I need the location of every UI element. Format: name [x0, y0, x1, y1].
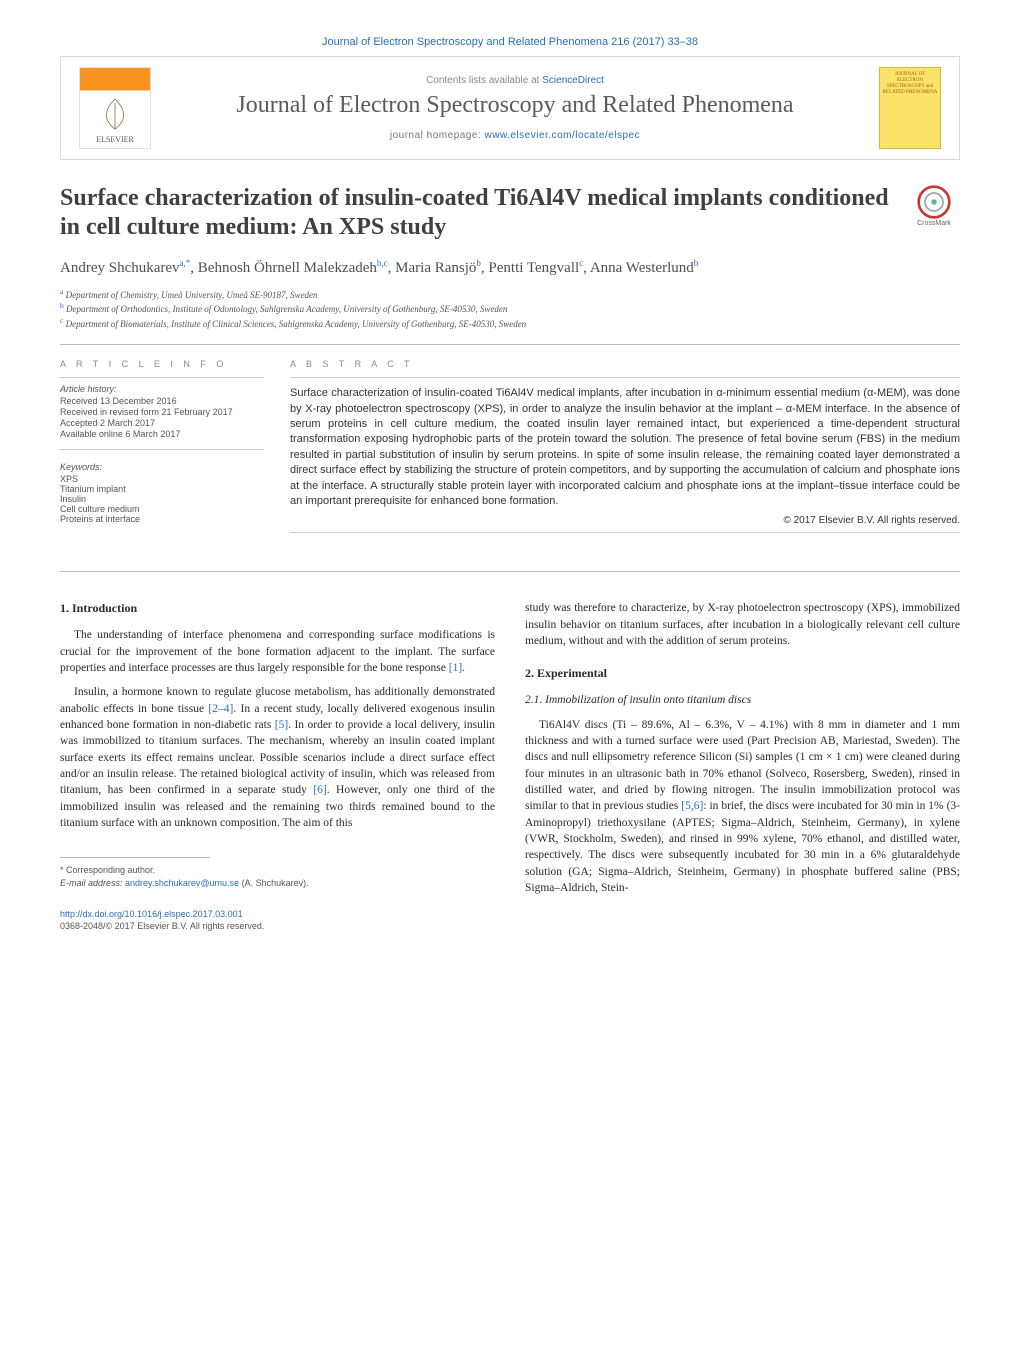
- history-line: Available online 6 March 2017: [60, 429, 264, 439]
- keyword: Proteins at interface: [60, 514, 264, 524]
- reference-link[interactable]: [5]: [275, 719, 288, 731]
- experimental-subheading: 2.1. Immobilization of insulin onto tita…: [525, 692, 960, 708]
- article-title: Surface characterization of insulin-coat…: [60, 184, 892, 243]
- intro-paragraph-1: The understanding of interface phenomena…: [60, 627, 495, 676]
- affiliation-line: b Department of Orthodontics, Institute …: [60, 301, 960, 316]
- banner-center: Contents lists available at ScienceDirec…: [151, 75, 879, 141]
- horizontal-rule: [60, 571, 960, 572]
- citation-link[interactable]: Journal of Electron Spectroscopy and Rel…: [322, 36, 698, 48]
- history-label: Article history:: [60, 384, 264, 394]
- affiliation-line: a Department of Chemistry, Umeå Universi…: [60, 287, 960, 302]
- abstract-copyright: © 2017 Elsevier B.V. All rights reserved…: [290, 515, 960, 526]
- corresponding-star: * Corresponding author.: [60, 864, 495, 877]
- crossmark-icon: [916, 184, 952, 220]
- experimental-paragraph-1: Ti6Al4V discs (Ti – 89.6%, Al – 6.3%, V …: [525, 717, 960, 897]
- footnote-rule: [60, 857, 210, 858]
- citation-header: Journal of Electron Spectroscopy and Rel…: [60, 36, 960, 48]
- reference-link[interactable]: [1]: [449, 662, 462, 674]
- history-line: Received in revised form 21 February 201…: [60, 407, 264, 417]
- reference-link[interactable]: [5,6]: [681, 800, 703, 812]
- corresponding-email-link[interactable]: andrey.shchukarev@umu.se: [125, 878, 239, 888]
- doi-link[interactable]: http://dx.doi.org/10.1016/j.elspec.2017.…: [60, 909, 243, 919]
- crossmark-badge[interactable]: CrossMark: [908, 184, 960, 236]
- history-line: Accepted 2 March 2017: [60, 418, 264, 428]
- journal-homepage-link[interactable]: www.elsevier.com/locate/elspec: [485, 130, 641, 141]
- introduction-heading: 1. Introduction: [60, 600, 495, 617]
- corresponding-author-block: * Corresponding author. E-mail address: …: [60, 864, 495, 889]
- contents-line: Contents lists available at ScienceDirec…: [171, 75, 859, 86]
- keywords-label: Keywords:: [60, 462, 264, 472]
- left-column: 1. Introduction The understanding of int…: [60, 600, 495, 933]
- abstract-heading: A B S T R A C T: [290, 359, 960, 369]
- keyword: Titanium implant: [60, 484, 264, 494]
- body-columns: 1. Introduction The understanding of int…: [60, 600, 960, 933]
- journal-cover-thumb: JOURNAL OF ELECTRON SPECTROSCOPY and REL…: [879, 67, 941, 149]
- abstract-text: Surface characterization of insulin-coat…: [290, 386, 960, 509]
- horizontal-rule: [60, 344, 960, 345]
- homepage-line: journal homepage: www.elsevier.com/locat…: [171, 130, 859, 141]
- affiliations-block: a Department of Chemistry, Umeå Universi…: [60, 287, 960, 331]
- abstract-column: A B S T R A C T Surface characterization…: [290, 359, 960, 541]
- intro-paragraph-2: Insulin, a hormone known to regulate glu…: [60, 684, 495, 831]
- journal-banner: ELSEVIER Contents lists available at Sci…: [60, 56, 960, 160]
- journal-title: Journal of Electron Spectroscopy and Rel…: [171, 92, 859, 120]
- keyword: Cell culture medium: [60, 504, 264, 514]
- affiliation-line: c Department of Biomaterials, Institute …: [60, 316, 960, 331]
- experimental-heading: 2. Experimental: [525, 665, 960, 682]
- article-info-column: A R T I C L E I N F O Article history: R…: [60, 359, 290, 541]
- history-line: Received 13 December 2016: [60, 396, 264, 406]
- elsevier-logo: ELSEVIER: [79, 67, 151, 149]
- elsevier-tree-icon: [95, 95, 135, 135]
- reference-link[interactable]: [2–4]: [208, 703, 233, 715]
- intro-continued: study was therefore to characterize, by …: [525, 600, 960, 649]
- reference-link[interactable]: [6]: [313, 784, 326, 796]
- doi-block: http://dx.doi.org/10.1016/j.elspec.2017.…: [60, 908, 495, 934]
- sciencedirect-link[interactable]: ScienceDirect: [542, 75, 604, 86]
- article-info-heading: A R T I C L E I N F O: [60, 359, 264, 369]
- keyword: XPS: [60, 474, 264, 484]
- authors-line: Andrey Shchukareva,*, Behnosh Öhrnell Ma…: [60, 257, 960, 279]
- right-column: study was therefore to characterize, by …: [525, 600, 960, 933]
- issn-copyright: 0368-2048/© 2017 Elsevier B.V. All right…: [60, 921, 264, 931]
- keyword: Insulin: [60, 494, 264, 504]
